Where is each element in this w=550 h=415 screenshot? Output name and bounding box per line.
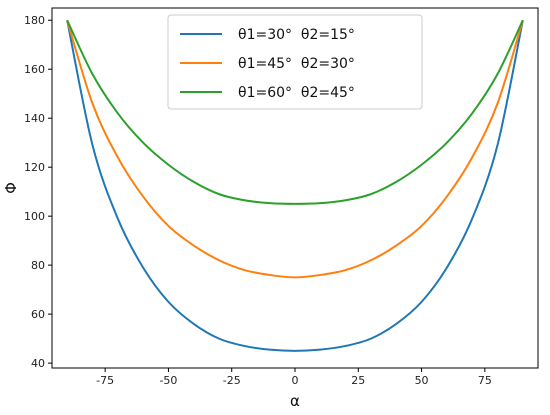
series-line-3	[66, 19, 524, 205]
x-tick-label: -25	[223, 374, 241, 387]
y-axis-label: Φ	[2, 182, 20, 194]
y-tick-label: 40	[31, 357, 45, 370]
y-axis-ticks: 40 60 80 100 120 140 160 180	[24, 14, 52, 370]
legend-box	[167, 14, 423, 110]
x-tick-label: -50	[159, 374, 177, 387]
x-tick-label: 25	[351, 374, 365, 387]
series-line-1	[66, 20, 524, 352]
series-line-2	[66, 19, 524, 279]
y-tick-label: 120	[24, 161, 45, 174]
series-lines	[66, 19, 524, 352]
y-tick-label: 80	[31, 259, 45, 272]
x-tick-label: 75	[478, 374, 492, 387]
x-tick-label: -75	[96, 374, 114, 387]
legend: θ1=30° θ2=15° θ1=45° θ2=30° θ1=60° θ2=45°	[167, 14, 423, 110]
x-tick-label: 50	[415, 374, 429, 387]
y-tick-label: 60	[31, 308, 45, 321]
y-tick-label: 180	[24, 14, 45, 27]
legend-label-2: θ1=45° θ2=30°	[238, 56, 355, 72]
y-tick-label: 160	[24, 63, 45, 76]
y-tick-label: 140	[24, 112, 45, 125]
y-tick-label: 100	[24, 210, 45, 223]
x-tick-label: 0	[292, 374, 299, 387]
x-axis-label: α	[290, 392, 300, 410]
legend-label-1: θ1=30° θ2=15°	[238, 27, 355, 43]
legend-label-3: θ1=60° θ2=45°	[238, 85, 355, 101]
x-axis-ticks: -75 -50 -25 0 25 50 75	[96, 368, 492, 387]
